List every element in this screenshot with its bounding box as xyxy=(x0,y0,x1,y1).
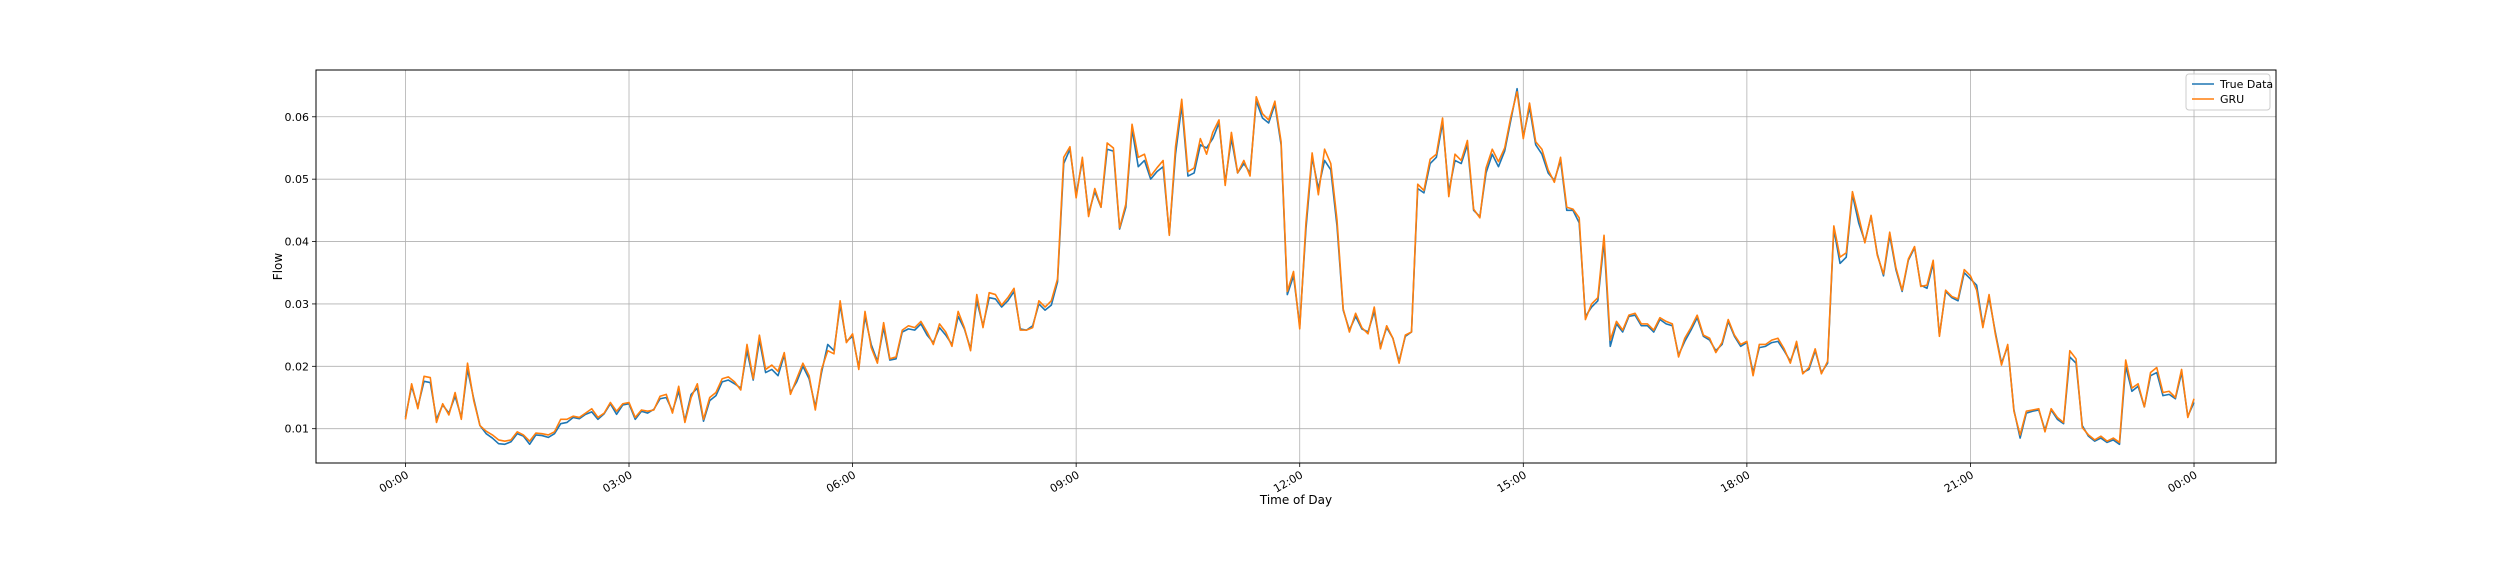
y-tick-label: 0.02 xyxy=(285,360,310,373)
legend-label-true-data: True Data xyxy=(2219,78,2273,91)
y-tick-label: 0.06 xyxy=(285,111,310,124)
y-tick-label: 0.04 xyxy=(285,236,310,249)
y-tick-label: 0.03 xyxy=(285,298,310,311)
legend: True Data GRU xyxy=(2185,73,2273,111)
y-tick-label: 0.05 xyxy=(285,173,310,186)
y-tick-label: 0.01 xyxy=(285,423,310,436)
legend-label-gru: GRU xyxy=(2220,93,2244,106)
series-lines xyxy=(404,87,2195,446)
y-axis-label: Flow xyxy=(271,253,285,281)
series-line-gru xyxy=(404,91,2195,444)
legend-box xyxy=(2185,73,2271,111)
x-axis-label: Time of Day xyxy=(1259,493,1332,507)
plot-area-frame xyxy=(315,69,2277,464)
